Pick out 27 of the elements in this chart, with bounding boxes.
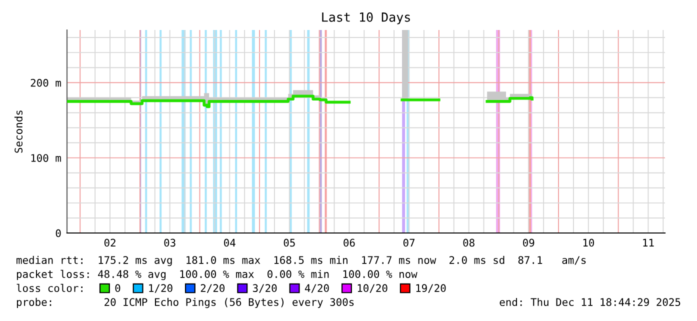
text: probe: 20 ICMP Echo Pings (56 Bytes) every 300s [16,298,354,308]
x-tick-label: 08 [463,238,474,247]
legend-label: 1/20 [149,284,172,293]
legend-label: 19/20 [416,284,446,293]
x-tick-label: 10 [583,238,594,247]
legend-title: loss color: [16,284,82,292]
legend-label: 4/20 [304,284,329,293]
text: packet loss: 48.48 % avg 100.00 % max 0.00 % min 100.00 % now [16,270,418,280]
x-tick-label: 02 [104,238,116,247]
y-tick-label: 100 m [31,154,61,162]
x-tick-label: 07 [403,238,415,247]
text: end: Thu Dec 11 18:44:29 2025 [500,298,680,306]
y-tick-label: 0 [56,229,61,238]
legend-label: 10/20 [358,284,388,293]
x-tick-label: 05 [284,238,295,247]
legend-label: 0 [115,284,120,292]
text: median rtt: 175.2 ms avg 181.0 ms max 168.5 ms min 177.7 ms now 2.0 ms sd 87.1 am/s [16,256,586,266]
x-tick-label: 06 [344,238,355,247]
x-tick-label: 11 [643,238,654,247]
y-tick-label: 200 m [30,78,61,87]
y-axis-title: Seconds [14,110,23,153]
x-tick-label: 03 [164,238,176,247]
x-tick-label: 04 [224,238,236,247]
x-tick-label: 09 [523,238,534,247]
chart-title: Last 10 Days [322,12,410,24]
legend-label: 2/20 [200,284,225,293]
legend-label: 3/20 [252,284,277,293]
